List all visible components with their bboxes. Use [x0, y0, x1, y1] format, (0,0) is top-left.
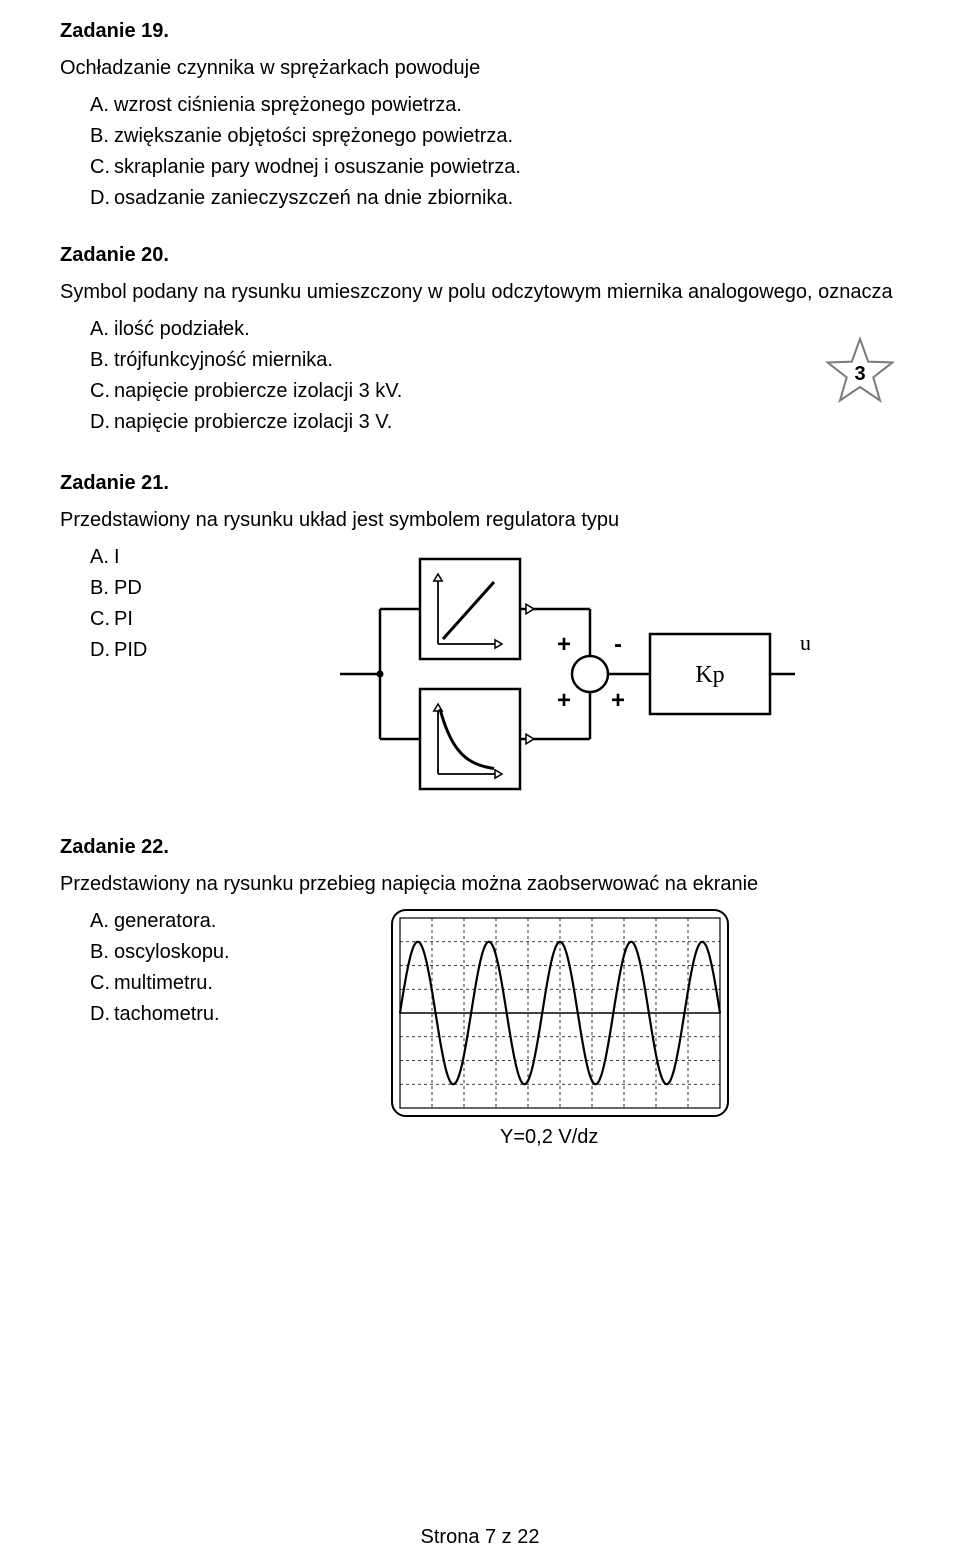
task-21-option-d: D.PID [90, 637, 290, 664]
task-20-options: A.ilość podziałek. B.trójfunkcyjność mie… [60, 316, 780, 440]
task-22-option-b: B.oscyloskopu. [90, 939, 390, 966]
option-text: napięcie probiercze izolacji 3 V. [114, 411, 392, 433]
task-22-option-a: A.generatora. [90, 908, 390, 935]
oscilloscope-caption: Y=0,2 V/dz [500, 1124, 598, 1151]
option-text: tachometru. [114, 1003, 220, 1025]
option-text: I [114, 546, 120, 568]
option-text: PID [114, 639, 147, 661]
star-symbol: 3 [780, 316, 900, 411]
option-text: wzrost ciśnienia sprężonego powietrza. [114, 94, 462, 116]
option-text: PI [114, 608, 133, 630]
option-text: trójfunkcyjność miernika. [114, 349, 333, 371]
task-21-title: Zadanie 21. [60, 470, 900, 497]
task-19-option-b: B.zwiększanie objętości sprężonego powie… [90, 123, 900, 150]
svg-text:Kp: Kp [695, 662, 724, 688]
task-22-options: A.generatora. B.oscyloskopu. C.multimetr… [60, 908, 390, 1032]
task-22-prompt: Przedstawiony na rysunku przebieg napięc… [60, 871, 900, 898]
option-text: generatora. [114, 910, 216, 932]
svg-text:+: + [557, 631, 571, 658]
option-text: napięcie probiercze izolacji 3 kV. [114, 380, 402, 402]
option-text: oscyloskopu. [114, 941, 230, 963]
task-22-option-c: C.multimetru. [90, 970, 390, 997]
task-21-option-c: C.PI [90, 606, 290, 633]
task-22-option-d: D.tachometru. [90, 1001, 390, 1028]
task-20-prompt: Symbol podany na rysunku umieszczony w p… [60, 279, 900, 306]
svg-text:u: u [800, 630, 810, 655]
task-21-prompt: Przedstawiony na rysunku układ jest symb… [60, 507, 900, 534]
task-20-option-a: A.ilość podziałek. [90, 316, 780, 343]
task-19-option-d: D.osadzanie zanieczyszczeń na dnie zbior… [90, 185, 900, 212]
task-21-options: A.I B.PD C.PI D.PID [60, 544, 290, 668]
svg-text:+: + [611, 687, 625, 714]
task-20-option-c: C.napięcie probiercze izolacji 3 kV. [90, 378, 780, 405]
regulator-diagram-svg: + + - + Kp u [330, 544, 810, 804]
option-text: zwiększanie objętości sprężonego powietr… [114, 125, 513, 147]
oscilloscope-diagram: Y=0,2 V/dz [390, 908, 900, 1151]
task-22-title: Zadanie 22. [60, 834, 900, 861]
task-21-option-a: A.I [90, 544, 290, 571]
task-20-option-b: B.trójfunkcyjność miernika. [90, 347, 780, 374]
task-20-option-d: D.napięcie probiercze izolacji 3 V. [90, 409, 780, 436]
task-21-option-b: B.PD [90, 575, 290, 602]
option-text: multimetru. [114, 972, 213, 994]
option-text: PD [114, 577, 142, 599]
task-19-title: Zadanie 19. [60, 18, 900, 45]
task-19-options: A.wzrost ciśnienia sprężonego powietrza.… [60, 92, 900, 212]
svg-text:-: - [614, 631, 622, 658]
task-19-option-c: C.skraplanie pary wodnej i osuszanie pow… [90, 154, 900, 181]
task-19-prompt: Ochładzanie czynnika w sprężarkach powod… [60, 55, 900, 82]
option-text: ilość podziałek. [114, 318, 250, 340]
task-20-title: Zadanie 20. [60, 242, 900, 269]
svg-text:3: 3 [854, 363, 865, 385]
regulator-diagram: + + - + Kp u [290, 544, 900, 804]
oscilloscope-svg [390, 908, 730, 1118]
page-footer: Strona 7 z 22 [0, 1524, 960, 1551]
option-text: skraplanie pary wodnej i osuszanie powie… [114, 156, 521, 178]
task-19-option-a: A.wzrost ciśnienia sprężonego powietrza. [90, 92, 900, 119]
svg-text:+: + [557, 687, 571, 714]
option-text: osadzanie zanieczyszczeń na dnie zbiorni… [114, 187, 513, 209]
star-icon: 3 [820, 331, 900, 411]
